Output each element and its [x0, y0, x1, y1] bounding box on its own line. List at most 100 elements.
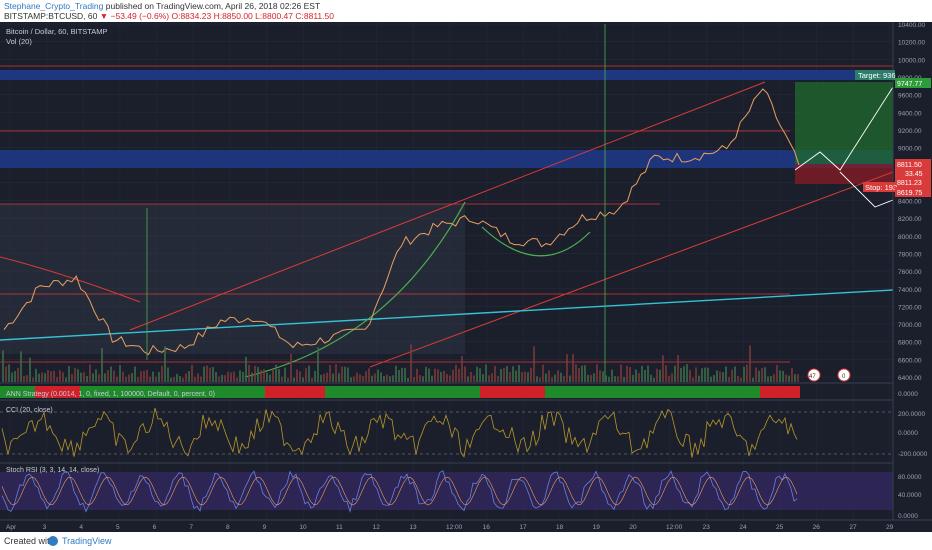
volume-bar	[134, 366, 136, 382]
projection-down	[839, 171, 894, 208]
volume-bar	[635, 369, 637, 382]
channel-lower	[369, 171, 894, 368]
volume-bar	[509, 372, 511, 382]
volume-bar	[527, 372, 529, 382]
volume-bar	[122, 371, 124, 382]
volume-bar	[629, 366, 631, 382]
volume-bar	[554, 374, 556, 382]
stop-value: 8619.75	[897, 190, 922, 197]
cci-series	[1, 407, 798, 458]
high-value: H:8850.00	[213, 11, 253, 21]
price-tick: 10000.00	[898, 57, 925, 64]
volume-bar	[449, 375, 451, 382]
ann-segment	[265, 386, 325, 398]
volume-bar	[50, 371, 52, 382]
volume-bar	[734, 366, 736, 382]
volume-bar	[458, 368, 460, 382]
stop-value-bg	[895, 187, 931, 197]
author-link[interactable]: Stephane_Crypto_Trading	[4, 1, 104, 11]
volume-bar	[221, 374, 223, 382]
flag-badge-2[interactable]	[837, 368, 851, 382]
price-tick: 9000.00	[898, 146, 922, 153]
volume-bar	[650, 374, 652, 382]
stop-label-bg	[863, 182, 895, 192]
volume-bar	[473, 375, 475, 382]
time-axis-bg	[0, 520, 932, 532]
stoch-legend: Stoch RSI (3, 3, 14, 14, close)	[6, 467, 99, 474]
price-tick: 7200.00	[898, 304, 922, 311]
volume-bar	[395, 365, 397, 382]
volume-bar	[731, 369, 733, 382]
tradingview-link[interactable]: TradingView	[62, 536, 112, 546]
volume-bar	[497, 375, 499, 382]
volume-bar	[308, 365, 310, 382]
stoch-d-series	[1, 476, 798, 506]
volume-bar	[758, 370, 760, 382]
volume-bar	[770, 376, 772, 382]
indicator-tick: 80.0000	[898, 474, 922, 481]
volume-bar	[212, 367, 214, 382]
volume-bar	[494, 365, 496, 382]
volume-bar	[47, 370, 49, 382]
volume-bar	[347, 367, 349, 382]
price-tick: 6800.00	[898, 340, 922, 347]
last-price2-bg	[895, 178, 931, 187]
chart-title: Bitcoin / Dollar, 60, BITSTAMP	[6, 27, 108, 36]
time-tick: Apr	[6, 524, 17, 531]
volume-bar	[35, 368, 37, 382]
volume-bar	[773, 374, 775, 382]
volume-bar	[248, 364, 250, 382]
volume-bar	[95, 369, 97, 382]
volume-bar	[434, 368, 436, 382]
volume-bar	[785, 374, 787, 382]
volume-bar	[728, 377, 730, 382]
price-tick: 8200.00	[898, 216, 922, 223]
volume-bar	[401, 367, 403, 382]
volume-bar	[176, 373, 178, 382]
volume-bar	[2, 350, 4, 382]
price-tick: 10200.00	[898, 40, 925, 47]
volume-bar	[374, 373, 376, 382]
volume-bar	[62, 372, 64, 382]
volume-bar	[149, 376, 151, 382]
price-tick: 10400.00	[898, 22, 925, 29]
stop-label: Stop: 193	[865, 183, 897, 192]
volume-bar	[59, 370, 61, 382]
indicator-tick: -200.0000	[898, 451, 928, 458]
volume-bar	[794, 374, 796, 382]
volume-bar	[665, 365, 667, 382]
volume-bar	[77, 369, 79, 382]
channel-upper	[129, 81, 766, 331]
volume-bar	[476, 366, 478, 382]
volume-bar	[263, 369, 265, 382]
volume-bar	[716, 370, 718, 382]
volume-bar	[140, 371, 142, 382]
volume-bar	[584, 365, 586, 382]
volume-bar	[80, 372, 82, 382]
time-tick: 7	[189, 524, 193, 531]
time-tick: 12	[373, 524, 381, 531]
volume-bar	[296, 369, 298, 382]
chart-canvas[interactable]: 10400.0010200.0010000.009800.009600.0094…	[0, 22, 932, 532]
volume-bar	[14, 370, 16, 382]
volume-bar	[419, 375, 421, 382]
volume-bar	[83, 372, 85, 382]
volume-bar	[125, 376, 127, 382]
volume-bar	[530, 367, 532, 382]
volume-bar	[98, 374, 100, 382]
ann-segment	[35, 386, 80, 398]
change: ▼ −53.49 (−0.6%)	[99, 11, 170, 21]
time-axis: Apr 3 4 5 6 7 8 9 10 11 12 13 12:00 16 17 18 19 20 12:00 23…	[6, 524, 894, 531]
volume-bar	[173, 377, 175, 382]
ann-segment	[545, 386, 700, 398]
volume-bar	[746, 364, 748, 382]
stop-box	[795, 164, 893, 184]
volume-bar	[71, 374, 73, 382]
volume-bar	[386, 374, 388, 382]
volume-bar	[485, 364, 487, 382]
time-tick: 8	[226, 524, 230, 531]
ann-segment	[700, 386, 730, 398]
flag-badge-1[interactable]	[807, 368, 821, 382]
volume-bar	[344, 366, 346, 382]
ann-segment	[730, 386, 760, 398]
